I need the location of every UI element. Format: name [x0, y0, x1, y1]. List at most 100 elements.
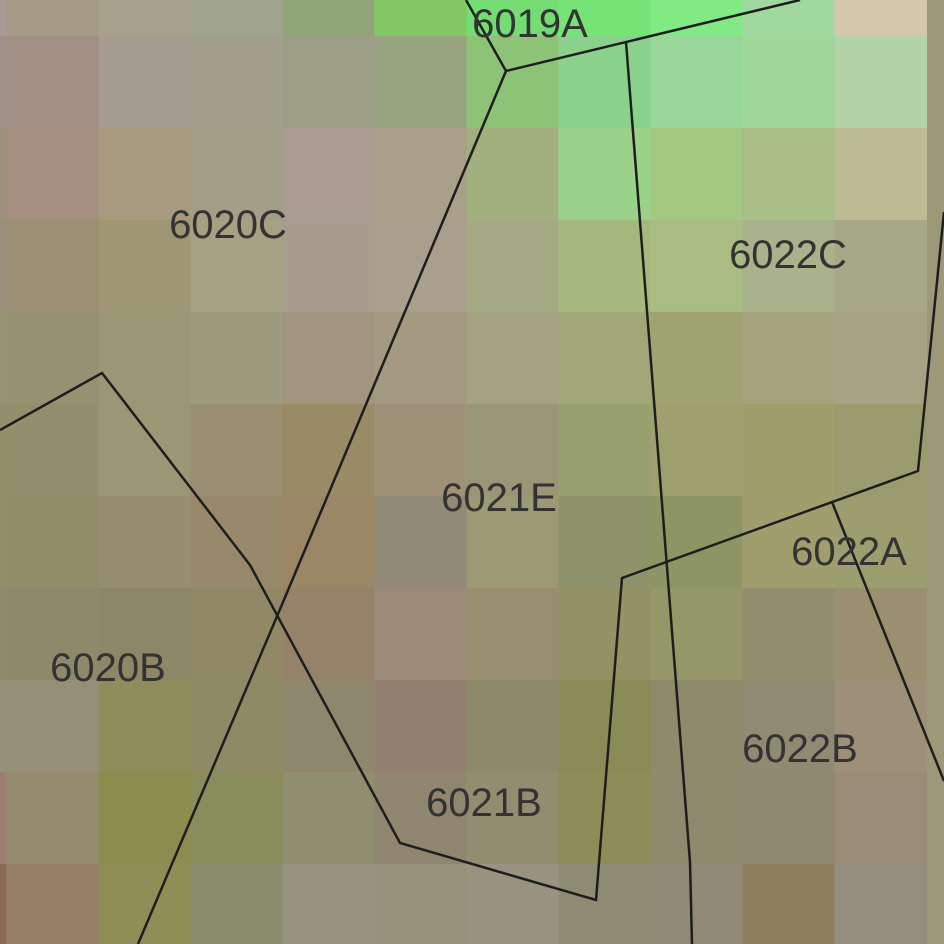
- imagery-cell: [742, 771, 835, 865]
- imagery-cell: [834, 771, 927, 865]
- imagery-cell: [834, 864, 927, 944]
- boundary-6022a-6022b: [830, 501, 944, 782]
- imagery-cell: [834, 35, 927, 129]
- imagery-cell: [650, 587, 743, 681]
- imagery-cell: [466, 587, 559, 681]
- imagery-cell: [0, 219, 7, 313]
- imagery-cell: [282, 219, 375, 313]
- imagery-cell: [742, 495, 835, 589]
- imagery-cell: [374, 403, 467, 497]
- imagery-cell: [558, 864, 651, 944]
- imagery-cell: [190, 495, 283, 589]
- parcel-label-6021b[interactable]: 6021B: [426, 781, 542, 825]
- imagery-cell: [650, 35, 743, 129]
- parcel-label-6022b[interactable]: 6022B: [742, 727, 858, 771]
- imagery-cell: [742, 0, 835, 37]
- parcel-label-6022a[interactable]: 6022A: [791, 530, 907, 574]
- imagery-cell: [374, 679, 467, 773]
- parcel-label-6020c[interactable]: 6020C: [169, 203, 287, 247]
- imagery-cell: [558, 35, 651, 129]
- imagery-cell: [282, 127, 375, 221]
- imagery-cell: [466, 679, 559, 773]
- imagery-cell: [6, 311, 99, 405]
- imagery-cell: [98, 35, 191, 129]
- imagery-cell: [98, 403, 191, 497]
- imagery-cell: [558, 679, 651, 773]
- imagery-cell: [558, 403, 651, 497]
- imagery-cell: [0, 864, 7, 944]
- imagery-cell: [374, 0, 467, 37]
- imagery-cell: [466, 771, 559, 865]
- imagery-cell: [190, 679, 283, 773]
- imagery-cell: [6, 679, 99, 773]
- imagery-cell: [0, 771, 7, 865]
- imagery-cell: [650, 864, 743, 944]
- imagery-cell: [6, 127, 99, 221]
- imagery-cell: [742, 311, 835, 405]
- imagery-cell: [834, 495, 927, 589]
- imagery-cell: [834, 403, 927, 497]
- imagery-cell: [558, 0, 651, 37]
- imagery-cell: [98, 495, 191, 589]
- imagery-cell: [742, 864, 835, 944]
- imagery-cell: [466, 35, 559, 129]
- imagery-cell: [742, 127, 835, 221]
- parcel-label-6021e[interactable]: 6021E: [441, 476, 557, 520]
- imagery-cell: [650, 219, 743, 313]
- imagery-cell: [190, 0, 283, 37]
- imagery-cell: [98, 679, 191, 773]
- imagery-cell: [98, 0, 191, 37]
- boundary-6020c-6021e: [136, 70, 508, 944]
- imagery-cell: [190, 771, 283, 865]
- imagery-cell: [374, 864, 467, 944]
- imagery-cell: [98, 127, 191, 221]
- parcel-label-6020b[interactable]: 6020B: [50, 646, 166, 690]
- imagery-cell: [834, 587, 927, 681]
- imagery-cell: [466, 127, 559, 221]
- imagery-cell: [0, 495, 7, 589]
- imagery-cell: [98, 219, 191, 313]
- imagery-cell: [466, 311, 559, 405]
- imagery-cell: [650, 403, 743, 497]
- imagery-cell: [558, 311, 651, 405]
- imagery-cell: [742, 35, 835, 129]
- imagery-cell: [98, 771, 191, 865]
- imagery-cell: [190, 311, 283, 405]
- imagery-cell: [374, 311, 467, 405]
- imagery-cell: [282, 864, 375, 944]
- boundary-6022c-east: [0, 211, 944, 902]
- imagery-cell: [0, 403, 7, 497]
- imagery-cell: [374, 127, 467, 221]
- imagery-cell: [6, 587, 99, 681]
- imagery-cell: [466, 403, 559, 497]
- imagery-cell: [6, 0, 99, 37]
- imagery-cell: [190, 219, 283, 313]
- imagery-cell: [0, 587, 7, 681]
- imagery-cell: [282, 679, 375, 773]
- imagery-cell: [6, 495, 99, 589]
- imagery-cell: [834, 311, 927, 405]
- imagery-cell: [6, 219, 99, 313]
- imagery-cell: [0, 127, 7, 221]
- imagery-cell: [742, 587, 835, 681]
- imagery-cell: [0, 311, 7, 405]
- boundary-6021e-6022c: [624, 41, 694, 944]
- imagery-cell: [834, 679, 927, 773]
- imagery-cell: [190, 403, 283, 497]
- imagery-cell: [374, 35, 467, 129]
- imagery-cell: [374, 219, 467, 313]
- imagery-cell: [650, 127, 743, 221]
- imagery-cell: [374, 495, 467, 589]
- parcel-label-6022c[interactable]: 6022C: [729, 233, 847, 277]
- imagery-cell: [0, 679, 7, 773]
- parcel-label-6019a[interactable]: 6019A: [472, 2, 588, 46]
- imagery-cell: [466, 864, 559, 944]
- imagery-cell: [282, 771, 375, 865]
- imagery-cell: [650, 311, 743, 405]
- imagery-cell: [650, 771, 743, 865]
- imagery-cell: [6, 864, 99, 944]
